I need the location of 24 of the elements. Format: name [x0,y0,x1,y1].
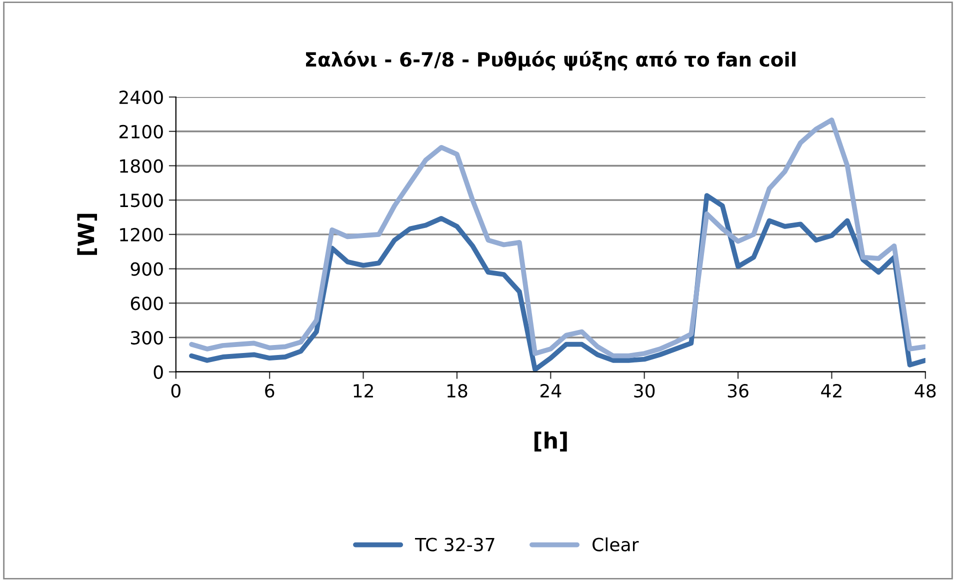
y-tick-label: 0 [154,365,163,379]
x-tick-label: 0 [171,384,180,398]
x-tick-label: 36 [728,384,748,398]
y-tick-label: 300 [131,330,163,345]
y-tick-label: 2400 [119,90,163,104]
x-tick-label: 6 [265,384,274,398]
y-tick-label: 1200 [120,228,163,242]
y-tick-label: 2100 [119,124,163,138]
line-series [189,118,926,358]
chart-title: Σαλόνι - 6-7/8 - Ρυθμός ψύξης από το fan coil [306,50,796,71]
x-tick-label: 12 [354,384,373,398]
y-tick-label: 900 [130,262,163,276]
legend-label: TC 32-37 [415,538,494,552]
y-axis-title: [W] [77,214,98,255]
x-tick-label: 48 [914,384,936,398]
x-axis-title: [h] [534,432,567,452]
x-tick-label: 18 [447,384,468,398]
y-tick-label: 600 [130,296,163,310]
legend-label: Clear [592,537,639,552]
x-tick-label: 30 [634,384,655,398]
x-tick-label: 24 [540,384,562,398]
y-tick-label: 1800 [120,159,163,173]
y-tick-label: 1500 [120,194,163,208]
x-tick-label: 42 [821,384,842,398]
